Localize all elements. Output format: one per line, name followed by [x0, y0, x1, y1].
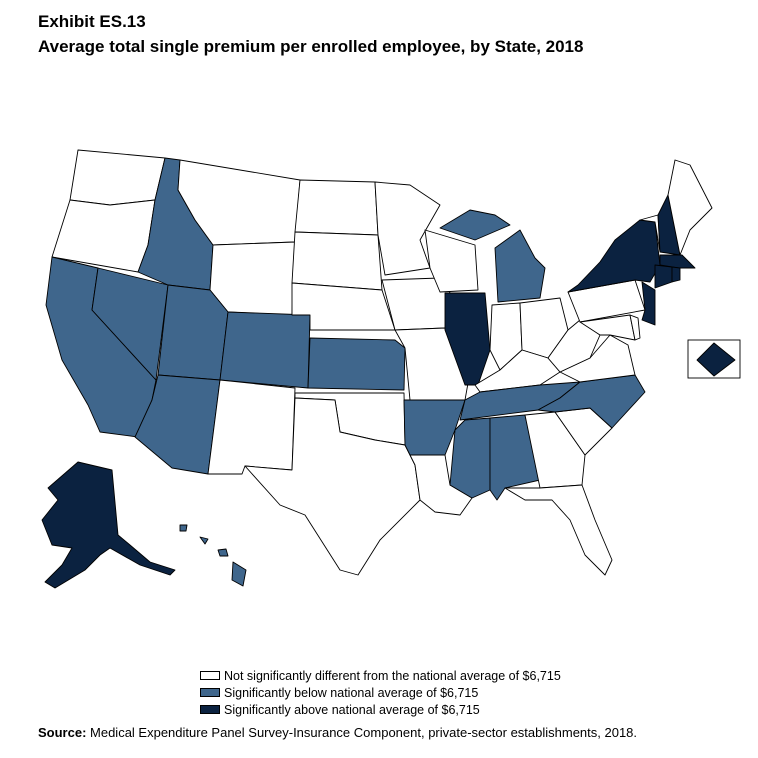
- source-note: Source: Medical Expenditure Panel Survey…: [38, 725, 637, 740]
- state-AK: [41, 461, 176, 589]
- state-CO: [219, 311, 311, 389]
- legend-item-above: Significantly above national average of …: [200, 701, 561, 718]
- state-NJ: [641, 281, 656, 326]
- legend: Not significantly different from the nat…: [200, 667, 561, 718]
- state-MS: [449, 417, 491, 499]
- state-ND: [294, 179, 379, 236]
- legend-item-below: Significantly below national average of …: [200, 684, 561, 701]
- state-HI-oahu: [199, 536, 209, 545]
- legend-swatch-below: [200, 688, 220, 697]
- map-title: Average total single premium per enrolle…: [38, 37, 584, 56]
- legend-swatch-not-different: [200, 671, 220, 680]
- state-MA: [659, 254, 696, 269]
- state-DC: [696, 342, 736, 377]
- source-text: Medical Expenditure Panel Survey-Insuran…: [86, 725, 638, 740]
- state-KS: [307, 337, 406, 391]
- state-HI-maui: [217, 548, 229, 557]
- state-NY: [567, 219, 661, 293]
- legend-label-not-different: Not significantly different from the nat…: [224, 668, 561, 683]
- state-WI: [424, 229, 479, 293]
- legend-item-not-different: Not significantly different from the nat…: [200, 667, 561, 684]
- state-MI: [494, 229, 546, 303]
- state-WY: [209, 241, 296, 316]
- state-CT: [654, 264, 673, 289]
- state-MN: [374, 181, 441, 276]
- exhibit-number: Exhibit ES.13: [38, 12, 146, 31]
- state-FL: [504, 484, 613, 576]
- state-NM: [207, 379, 296, 475]
- state-SD: [291, 231, 383, 291]
- legend-label-below: Significantly below national average of …: [224, 685, 479, 700]
- legend-label-above: Significantly above national average of …: [224, 702, 480, 717]
- state-WA: [69, 149, 166, 206]
- state-NC: [537, 374, 646, 429]
- state-GA: [524, 411, 586, 489]
- state-HI-kauai: [179, 524, 188, 532]
- state-HI: [231, 561, 247, 587]
- state-UT: [157, 284, 229, 381]
- legend-swatch-above: [200, 705, 220, 714]
- state-MI-up: [439, 209, 511, 241]
- source-label: Source:: [38, 725, 87, 740]
- state-RI: [671, 266, 681, 283]
- state-TX: [244, 397, 421, 576]
- state-DE: [629, 314, 641, 341]
- state-MD: [579, 314, 636, 341]
- state-NV: [91, 267, 169, 381]
- state-LA: [409, 454, 473, 516]
- state-NE: [291, 282, 396, 331]
